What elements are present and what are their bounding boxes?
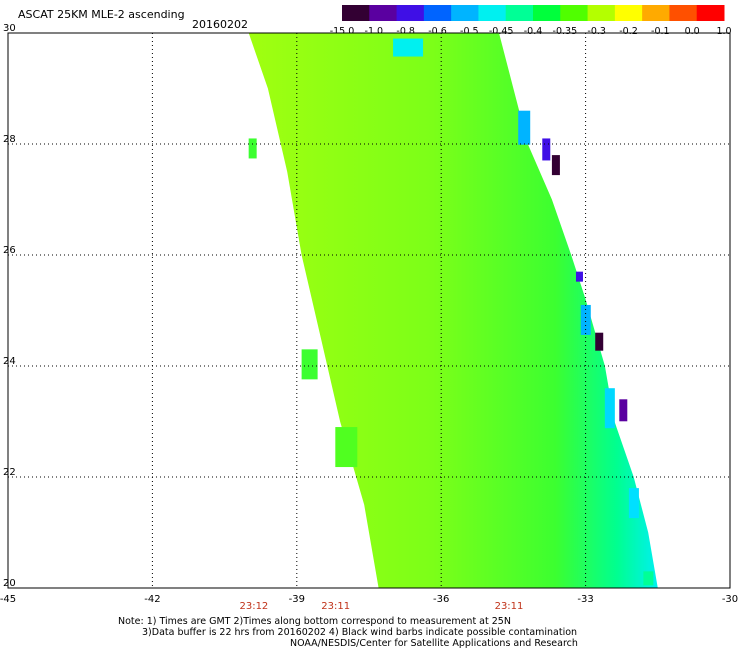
latitude-label: 24 xyxy=(3,356,16,367)
swath-patch xyxy=(518,110,531,145)
latitude-labels: 20 22 24 26 28 30 xyxy=(3,23,16,589)
colorbar-segment xyxy=(451,5,479,21)
product-date: 20160202 xyxy=(192,18,248,31)
swath-patch xyxy=(301,349,318,380)
colorbar-label: 0.0 xyxy=(685,26,700,37)
longitude-label: -33 xyxy=(577,594,593,605)
colorbar-label: -0.45 xyxy=(489,26,514,37)
swath-patch xyxy=(580,304,591,335)
swath-field xyxy=(248,33,658,588)
colorbar-segment xyxy=(342,5,370,21)
colorbar xyxy=(342,5,725,21)
longitude-label: -30 xyxy=(722,594,738,605)
swath-patch xyxy=(643,571,654,586)
product-title: ASCAT 25KM MLE-2 ascending xyxy=(18,8,185,21)
colorbar-label: -0.5 xyxy=(460,26,479,37)
colorbar-label: -0.6 xyxy=(428,26,447,37)
colorbar-segment xyxy=(669,5,698,21)
longitude-label: -45 xyxy=(0,594,16,605)
colorbar-segment xyxy=(423,5,452,21)
swath-patch xyxy=(604,388,615,429)
longitude-label: -39 xyxy=(289,594,305,605)
note-line-3: NOAA/NESDIS/Center for Satellite Applica… xyxy=(290,638,578,649)
pass-time-label: 23:12 xyxy=(239,601,269,612)
pass-time-label: 23:11 xyxy=(321,601,351,612)
note-line-2: 3)Data buffer is 22 hrs from 20160202 4)… xyxy=(142,627,578,638)
latitude-label: 28 xyxy=(3,134,16,145)
ascat-swath xyxy=(248,33,658,588)
note-line-1: Note: 1) Times are GMT 2)Times along bot… xyxy=(118,616,511,627)
swath-patch xyxy=(335,427,358,468)
longitude-label: -36 xyxy=(433,594,449,605)
colorbar-label: -0.8 xyxy=(396,26,415,37)
colorbar-segment xyxy=(478,5,507,21)
colorbar-label: -0.35 xyxy=(553,26,578,37)
swath-patch xyxy=(595,332,604,351)
colorbar-segment xyxy=(396,5,425,21)
colorbar-segment xyxy=(696,5,725,21)
colorbar-segment xyxy=(505,5,534,21)
colorbar-labels: -15.0 -1.0 -0.8 -0.6 -0.5 -0.45 -0.4 -0.35 -0.3 -… xyxy=(330,26,732,37)
swath-patch xyxy=(619,399,628,422)
swath-patch xyxy=(248,138,257,159)
swath-patch xyxy=(542,138,551,161)
map-grid xyxy=(7,32,731,589)
colorbar-segment xyxy=(614,5,643,21)
latitude-label: 22 xyxy=(3,467,16,478)
latitude-label: 26 xyxy=(3,245,16,256)
latitude-label: 30 xyxy=(3,23,16,34)
colorbar-segment xyxy=(642,5,670,21)
longitude-label: -42 xyxy=(144,594,160,605)
colorbar-label: -15.0 xyxy=(330,26,355,37)
colorbar-label: -1.0 xyxy=(365,26,384,37)
swath-patch xyxy=(575,271,583,282)
swath-patch xyxy=(628,488,639,519)
colorbar-segment xyxy=(369,5,398,21)
colorbar-segment xyxy=(533,5,561,21)
colorbar-label: -0.4 xyxy=(524,26,543,37)
latitude-label: 20 xyxy=(3,578,16,589)
swath-patch xyxy=(393,38,424,57)
pass-time-label: 23:11 xyxy=(494,601,524,612)
colorbar-label: -0.3 xyxy=(587,26,606,37)
colorbar-label: 1.0 xyxy=(716,26,731,37)
swath-patch xyxy=(551,155,560,176)
longitude-labels: -45 -42 -39 -36 -33 -30 xyxy=(0,594,738,605)
colorbar-label: -0.1 xyxy=(651,26,670,37)
colorbar-segment xyxy=(560,5,589,21)
colorbar-label: -0.2 xyxy=(619,26,638,37)
colorbar-segment xyxy=(587,5,616,21)
